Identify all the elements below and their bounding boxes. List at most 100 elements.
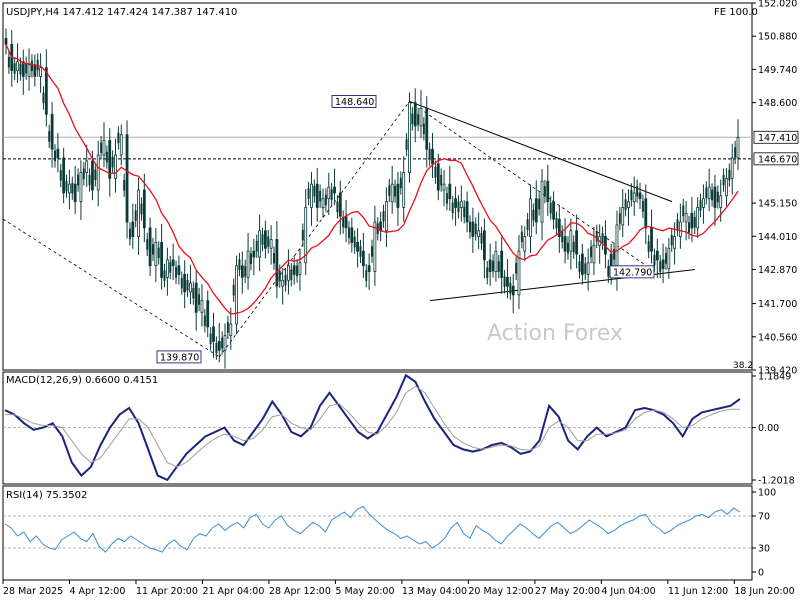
y-tick-label: 144.010 xyxy=(758,232,797,243)
candle-body xyxy=(108,140,112,179)
candle-body xyxy=(359,246,362,257)
candle-body xyxy=(667,247,671,270)
candle-body xyxy=(373,221,377,272)
candle-body xyxy=(569,230,573,252)
candle-body xyxy=(699,200,702,211)
candle-body xyxy=(240,265,244,278)
candle-body xyxy=(140,203,143,215)
candle-body xyxy=(480,233,483,244)
candle-body xyxy=(647,241,650,252)
candle-body xyxy=(338,192,342,217)
candle-body xyxy=(385,201,388,232)
candle-body xyxy=(304,207,308,264)
candle-body xyxy=(310,183,313,208)
candle-body xyxy=(601,233,604,244)
candle-body xyxy=(413,102,417,127)
candle-body xyxy=(396,183,400,208)
x-tick-label: 21 Apr 04:00 xyxy=(202,586,264,597)
candle-body xyxy=(255,240,258,252)
watermark: Action Forex xyxy=(487,321,623,346)
fib-dashed-line xyxy=(2,218,220,358)
candle-body xyxy=(50,113,54,150)
candle-body xyxy=(719,195,723,208)
y-tick-label: 100 xyxy=(758,488,776,499)
signal-line xyxy=(5,385,740,468)
fib-dashed-line xyxy=(218,101,410,358)
price-annotation-box xyxy=(609,265,655,279)
candle-body xyxy=(371,246,373,257)
candle-body xyxy=(503,276,506,287)
candle-body xyxy=(301,229,304,241)
candle-body xyxy=(474,223,477,235)
candle-body xyxy=(353,236,356,248)
candle-body xyxy=(238,259,241,270)
candle-body xyxy=(702,198,705,208)
candle-body xyxy=(36,59,39,71)
candle-body xyxy=(454,198,457,208)
candle-body xyxy=(198,294,201,305)
candle-body xyxy=(408,102,411,173)
chart-title: USDJPY,H4 147.412 147.424 147.387 147.41… xyxy=(6,7,237,18)
candle-body xyxy=(298,262,302,275)
candle-body xyxy=(79,172,83,203)
candle-body xyxy=(4,38,8,45)
candle-body xyxy=(566,242,569,254)
candle-body xyxy=(68,183,71,194)
candle-body xyxy=(440,174,443,186)
rsi-line xyxy=(4,505,741,553)
candle-body xyxy=(73,183,77,203)
candle-body xyxy=(471,221,475,237)
candle-body xyxy=(584,263,587,274)
candle-body xyxy=(457,201,460,213)
candle-body xyxy=(88,174,91,186)
candle-body xyxy=(465,201,469,223)
y-tick-label: 70 xyxy=(758,512,770,523)
candle-body xyxy=(232,284,235,296)
price-box xyxy=(753,152,799,166)
candle-body xyxy=(705,187,708,199)
candle-body xyxy=(71,183,74,194)
candle-body xyxy=(436,163,440,191)
candle-body xyxy=(388,185,391,196)
candle-body xyxy=(180,277,183,289)
candle-body xyxy=(538,198,541,210)
y-tick-label: 0 xyxy=(758,568,764,579)
panel-frame xyxy=(2,485,753,581)
candle-body xyxy=(258,230,262,258)
candle-body xyxy=(284,274,287,286)
candle-body xyxy=(94,169,97,181)
candle-body xyxy=(244,266,247,277)
frames xyxy=(2,2,753,581)
candle-body xyxy=(632,192,636,203)
y-tick-label: 148.600 xyxy=(758,98,797,109)
candle-body xyxy=(53,150,56,162)
candle-body xyxy=(586,262,590,275)
labels: 152.020 150.880 149.740 148.600 147.410 146.6… xyxy=(3,0,799,597)
candle-body xyxy=(419,108,423,127)
candle-body xyxy=(128,228,131,240)
candle-body xyxy=(511,285,515,296)
candle-body xyxy=(77,174,80,186)
candle-body xyxy=(275,239,279,287)
candle-body xyxy=(102,140,106,156)
candle-body xyxy=(543,186,546,197)
x-tick-label: 5 May 20:00 xyxy=(335,586,394,597)
candle-body xyxy=(390,183,394,203)
candle-body xyxy=(529,198,532,237)
candle-body xyxy=(506,276,509,287)
candle-body xyxy=(552,201,555,220)
candle-body xyxy=(157,247,160,259)
candle-body xyxy=(186,279,189,291)
candle-body xyxy=(411,113,414,125)
candle-body xyxy=(670,234,673,246)
price-annotation-box xyxy=(156,350,202,364)
candle-body xyxy=(509,282,512,294)
candle-body xyxy=(327,186,331,200)
candle-body xyxy=(442,183,446,191)
candle-body xyxy=(148,227,152,267)
candle-body xyxy=(379,221,383,232)
candle-body xyxy=(177,265,181,275)
candle-body xyxy=(607,266,610,277)
candle-body xyxy=(319,190,322,202)
